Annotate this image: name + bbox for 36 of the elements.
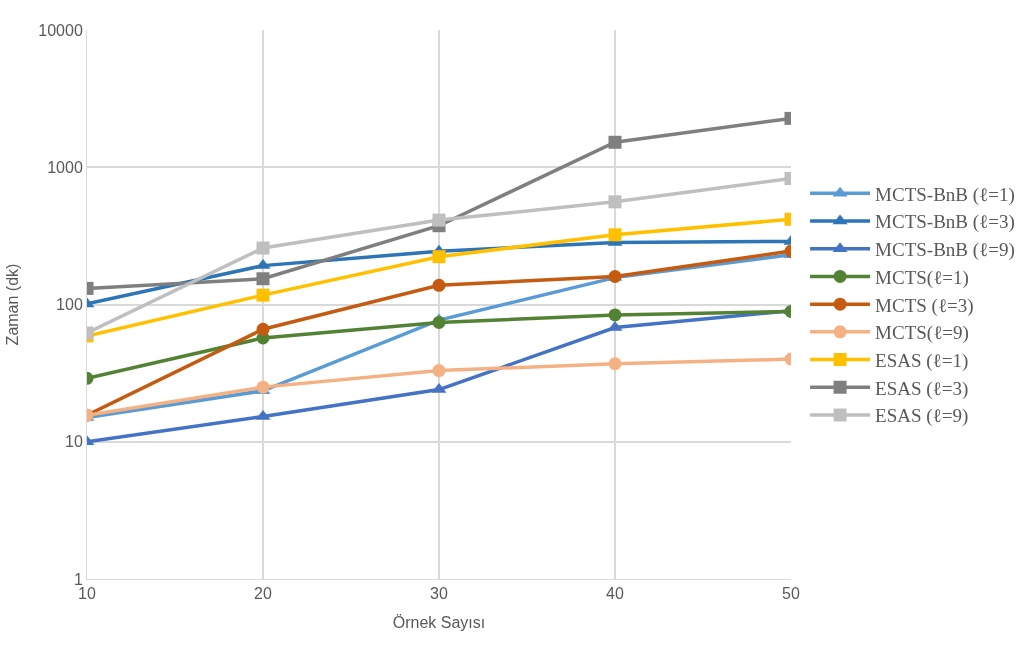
x-tick-label: 40	[606, 585, 624, 603]
point	[432, 250, 446, 264]
y-tick-label: 100	[56, 296, 83, 314]
point	[432, 213, 446, 227]
x-tick-label: 10	[78, 585, 96, 603]
legend-label: ESAS (ℓ=9)	[875, 405, 969, 428]
x-tick-label: 50	[782, 585, 800, 603]
point	[608, 135, 622, 149]
point	[432, 315, 446, 329]
point	[432, 364, 446, 378]
legend-label: MCTS (ℓ=3)	[875, 294, 974, 317]
x-tick-label: 30	[430, 585, 448, 603]
point	[608, 228, 622, 242]
point	[256, 241, 270, 255]
y-axis-title: Zaman (dk)	[4, 263, 22, 346]
legend-label: MCTS(ℓ=1)	[875, 266, 969, 289]
point	[256, 272, 270, 286]
legend-label: MCTS-BnB (ℓ=1)	[875, 183, 1015, 206]
point	[432, 278, 446, 292]
legend-label: MCTS-BnB (ℓ=9)	[875, 239, 1015, 262]
point	[256, 288, 270, 302]
y-tick-label: 1000	[47, 158, 83, 176]
point	[256, 380, 270, 394]
y-tick-label: 1	[73, 570, 83, 588]
legend-label: MCTS(ℓ=9)	[875, 322, 969, 345]
point	[608, 195, 622, 209]
legend-label: ESAS (ℓ=3)	[875, 377, 969, 400]
point	[608, 357, 622, 371]
point	[608, 308, 622, 322]
legend-label: MCTS-BnB (ℓ=3)	[875, 211, 1015, 234]
point	[256, 322, 270, 336]
legend-label: ESAS (ℓ=1)	[875, 349, 969, 372]
y-tick-label: 10000	[38, 21, 83, 39]
y-tick-label: 10	[65, 433, 83, 451]
x-tick-label: 20	[254, 585, 272, 603]
x-axis-title: Örnek Sayısı	[392, 613, 486, 631]
